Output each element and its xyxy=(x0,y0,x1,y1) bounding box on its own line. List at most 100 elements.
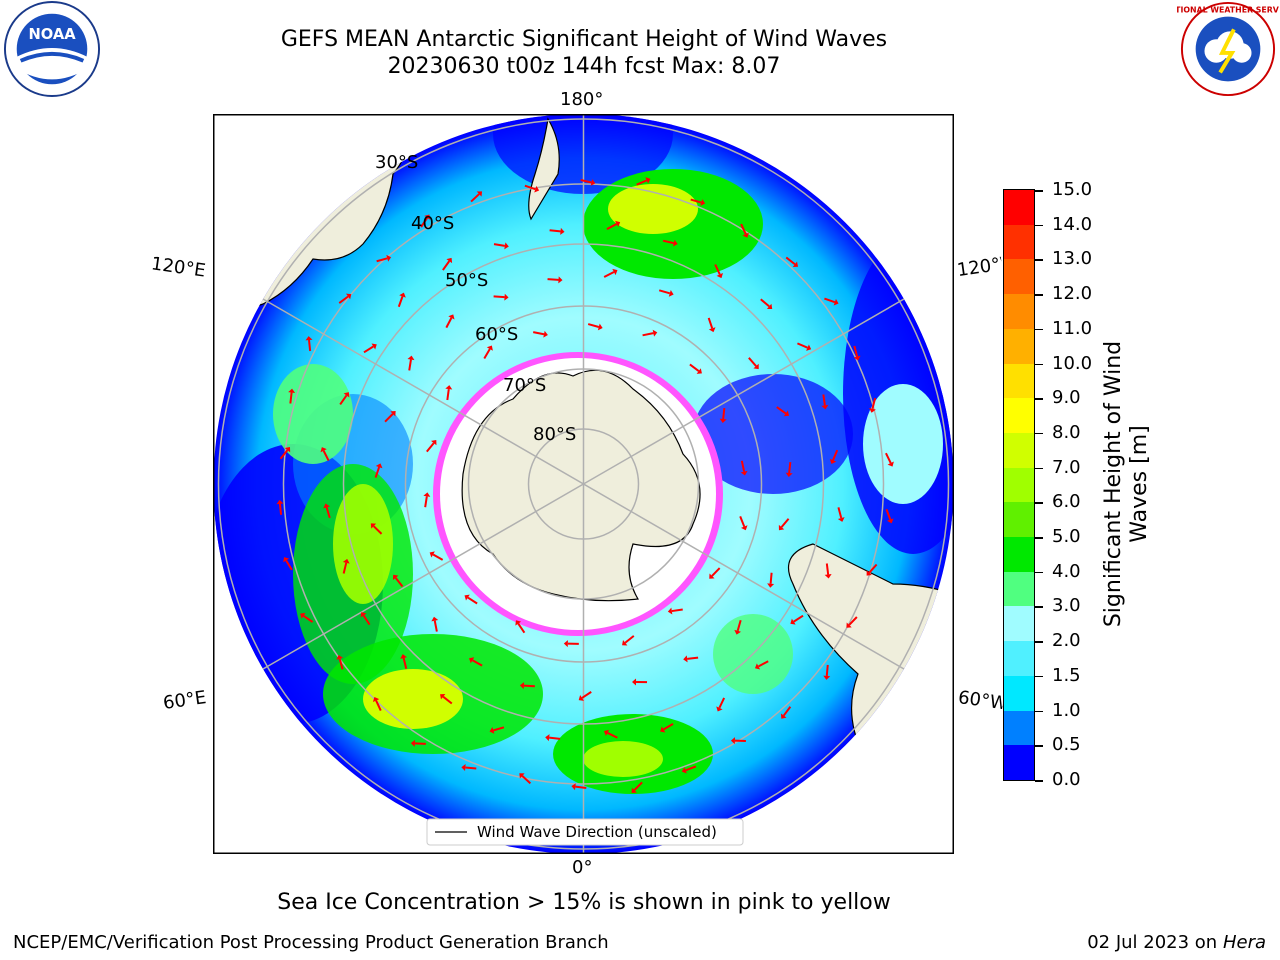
wind-arrow xyxy=(384,413,394,423)
wind-arrow xyxy=(785,256,796,266)
wind-arrow-head xyxy=(336,654,344,660)
wind-arrow-head xyxy=(753,363,759,370)
map-title: GEFS MEAN Antarctic Significant Height o… xyxy=(280,27,888,52)
colorbar-segment xyxy=(1004,710,1034,746)
wind-arrow-head xyxy=(866,570,872,576)
wind-arrow-head xyxy=(519,773,525,779)
wind-arrow xyxy=(426,442,435,453)
wind-wave-arrows xyxy=(276,177,894,793)
wind-arrow xyxy=(339,394,348,406)
wind-arrow-head xyxy=(632,678,637,686)
colorbar-segment xyxy=(1004,675,1034,711)
wind-arrow xyxy=(587,323,600,328)
colorbar-tick-label: 12.0 xyxy=(1052,283,1093,305)
wind-arrow-head xyxy=(716,273,723,279)
wind-arrow xyxy=(424,496,428,508)
wind-arrow-head xyxy=(300,612,306,619)
wind-arrow-head xyxy=(754,663,761,670)
wind-arrow-head xyxy=(645,177,651,184)
wind-arrow xyxy=(338,295,349,304)
graticule xyxy=(217,114,950,854)
wind-arrow xyxy=(414,742,426,745)
wind-arrow-head xyxy=(708,327,716,333)
colorbar-title-line2: Waves [m] xyxy=(1127,425,1152,543)
wind-arrow-head xyxy=(740,470,748,476)
colorbar-tick xyxy=(1035,398,1043,400)
colorbar-tick-label: 1.0 xyxy=(1052,699,1081,721)
wind-arrow-head xyxy=(390,411,396,417)
wind-arrow xyxy=(581,691,592,699)
wind-arrow-head xyxy=(558,276,563,284)
wind-arrow xyxy=(825,563,830,575)
wind-arrow xyxy=(718,697,726,709)
lat-label-60s: 60°S xyxy=(475,324,518,345)
wind-arrow xyxy=(432,553,444,561)
wind-arrow-head xyxy=(668,289,674,297)
wind-arrow xyxy=(302,614,314,623)
wind-arrow xyxy=(689,363,700,372)
colorbar-tick-label: 6.0 xyxy=(1052,491,1081,513)
colorbar-tick xyxy=(1035,224,1043,227)
wind-arrow-head xyxy=(886,518,894,524)
colorbar-tick xyxy=(1035,745,1043,747)
wind-arrow-head xyxy=(424,214,431,220)
footer-date: 02 Jul 2023 on Hera xyxy=(1087,932,1266,953)
lon-label-180: 180° xyxy=(560,89,604,110)
wind-arrow-head xyxy=(785,472,793,478)
wind-arrow-head xyxy=(545,734,550,742)
nws-logo-text: NATIONAL WEATHER SERVICE xyxy=(1177,6,1279,15)
wind-arrow xyxy=(408,359,412,371)
colorbar-tick xyxy=(1035,502,1043,504)
wind-arrow-head xyxy=(504,242,509,250)
lat-label-40s: 40°S xyxy=(411,213,454,234)
wind-arrow xyxy=(736,619,742,632)
wind-arrow-head xyxy=(622,639,628,646)
wind-arrow-head xyxy=(829,458,837,464)
wind-arrow-head xyxy=(790,618,796,625)
legend-label: Wind Wave Direction (unscaled) xyxy=(477,823,717,841)
colorbar-segment xyxy=(1004,397,1034,433)
wind-arrow xyxy=(580,179,592,184)
wind-arrow-head xyxy=(342,558,350,564)
colorbar-tick-label: 11.0 xyxy=(1052,317,1093,339)
wind-arrow-head xyxy=(410,739,416,747)
nws-logo: NATIONAL WEATHER SERVICE xyxy=(1177,1,1279,97)
wind-arrow xyxy=(707,317,714,329)
wind-arrow xyxy=(420,217,429,228)
colorbar-tick xyxy=(1035,190,1043,192)
wind-arrow-head xyxy=(534,185,540,193)
wind-arrow xyxy=(607,731,618,739)
wind-arrow xyxy=(722,407,726,420)
wind-arrow-head xyxy=(284,447,291,453)
wind-arrow xyxy=(685,765,697,772)
wind-arrow-head xyxy=(461,764,466,772)
lon-label-60e: 60°E xyxy=(161,687,208,714)
wind-arrow xyxy=(760,298,770,308)
wind-arrow xyxy=(575,785,587,789)
colorbar-segment xyxy=(1004,293,1034,329)
colorbar-tick-label: 10.0 xyxy=(1052,352,1093,374)
wind-arrow-head xyxy=(730,737,736,745)
wind-arrow-head xyxy=(806,344,812,351)
wind-arrow-head xyxy=(375,463,383,469)
wind-arrow xyxy=(636,179,648,186)
wind-arrow-head xyxy=(476,191,483,197)
colorbar-tick-label: 9.0 xyxy=(1052,387,1081,409)
wind-arrow-head xyxy=(392,574,399,581)
wind-arrow xyxy=(375,700,382,711)
wind-arrow xyxy=(776,406,787,415)
wind-arrow xyxy=(663,722,674,731)
colorbar-segment xyxy=(1004,640,1034,676)
wind-arrow-head xyxy=(767,583,775,588)
wind-arrow xyxy=(547,278,559,281)
wind-arrow xyxy=(445,317,453,329)
wind-arrow-head xyxy=(742,232,749,238)
wind-arrow xyxy=(532,331,545,336)
wind-arrow-head xyxy=(667,607,673,615)
wind-arrow-head xyxy=(681,766,687,774)
wind-arrow-head xyxy=(371,343,377,350)
colorbar-segment xyxy=(1004,432,1034,468)
wind-arrow xyxy=(662,239,675,245)
wind-arrow-head xyxy=(672,239,678,247)
colorbar-title-line1: Significant Height of Wind xyxy=(1101,340,1126,628)
